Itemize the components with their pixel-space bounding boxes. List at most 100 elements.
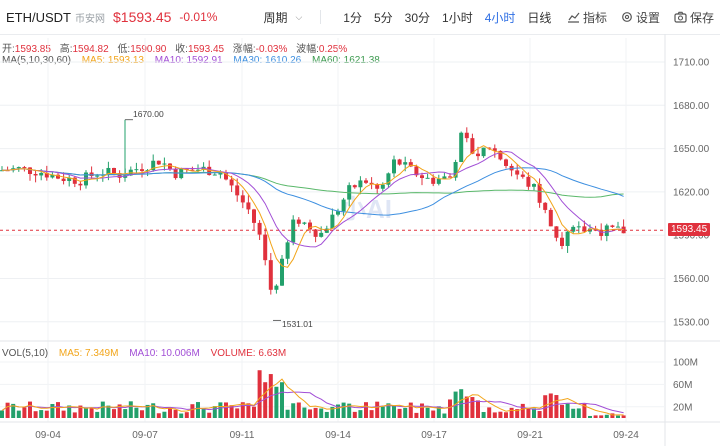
vol-ma10-value: MA10: 10.006M (129, 348, 200, 359)
volume-bar (336, 404, 340, 418)
candle-body (95, 175, 100, 177)
volume-bar (218, 402, 223, 418)
candle-body (520, 174, 525, 177)
volume-bar (67, 405, 72, 418)
volume-bar (397, 408, 402, 418)
volume-bar (274, 386, 279, 418)
volume-bar (39, 410, 44, 418)
candle-body (616, 226, 620, 228)
volume-bar (352, 411, 357, 418)
volume-bar (392, 406, 396, 418)
volume-bar (235, 408, 240, 418)
date-axis-label: 09-21 (517, 430, 543, 441)
volume-bar (565, 403, 570, 418)
candle-body (308, 222, 312, 230)
volume-bar (11, 403, 16, 418)
timeframe-4h[interactable]: 4小时 (484, 10, 516, 25)
volume-bar (89, 408, 94, 418)
save-button[interactable]: 保存 (674, 9, 714, 26)
candle-body (274, 285, 279, 290)
candle-body (196, 169, 200, 171)
volume-bar (599, 415, 604, 418)
ma60-value: MA60: 1621.38 (311, 55, 380, 66)
low-annotation: 1531.01 (282, 319, 313, 329)
period-dropdown[interactable]: 周期 ⌵ (263, 9, 302, 26)
volume-bar (280, 382, 284, 418)
volume-bar (431, 410, 436, 418)
candle-body (408, 162, 413, 167)
candle-body (156, 160, 161, 165)
candle-body (476, 153, 480, 157)
current-price: $1593.45 (113, 9, 172, 25)
candle-body (386, 173, 391, 185)
volume-bar (184, 412, 189, 418)
timeframe-1d[interactable]: 日线 (527, 10, 552, 25)
change-label: 涨幅: (232, 44, 256, 55)
candle-body (380, 184, 385, 189)
candle-body (229, 179, 234, 186)
timeframe-1h[interactable]: 1小时 (442, 10, 473, 25)
volume-bar (560, 404, 564, 418)
symbol-label[interactable]: ETH/USDT (6, 9, 71, 25)
candle-body (207, 166, 212, 176)
candle-body (44, 172, 49, 178)
volume-bar (414, 412, 419, 418)
candle-body (61, 178, 66, 182)
close-value: 1593.45 (187, 44, 225, 55)
price-axis-label: 1620.00 (673, 187, 710, 198)
indicators-button[interactable]: 指标 (567, 9, 607, 26)
candle-body (453, 162, 458, 178)
high-annotation: 1670.00 (133, 109, 164, 119)
volume-bar (610, 413, 615, 418)
ohlc-readout: 开:1593.85 高:1594.82 低:1590.90 收:1593.45 … (2, 40, 353, 55)
timeframe-5m[interactable]: 5分 (373, 10, 393, 25)
volume-bar (252, 406, 256, 418)
volume-bar (582, 403, 587, 418)
date-axis-label: 09-24 (613, 430, 639, 441)
price-axis-label: 1590.00 (673, 231, 710, 242)
volume-bar (313, 407, 318, 418)
candle-body (392, 159, 396, 174)
volume-bar (50, 403, 55, 418)
volume-bar (308, 409, 312, 418)
volume-bar (151, 403, 156, 418)
candle-body (425, 177, 430, 179)
volume-bar (520, 403, 525, 418)
volume-bar (72, 412, 77, 418)
candle-body (22, 167, 27, 169)
ma5-line (1, 145, 624, 268)
vol-title: VOL(5,10) (2, 348, 49, 359)
volume-bar (201, 409, 206, 418)
volume-bar (33, 411, 38, 418)
candle-body (576, 226, 581, 228)
volume-axis-label: 20M (673, 402, 692, 413)
volume-bar (285, 409, 290, 418)
volume-bar (543, 395, 548, 418)
volume-bar (84, 407, 88, 418)
candle-body (358, 180, 363, 188)
price-axis-label: 1680.00 (673, 101, 710, 112)
candle-body (560, 237, 564, 246)
candle-body (67, 177, 72, 182)
candle-body (504, 159, 508, 166)
volume-bar (403, 407, 408, 418)
high-label: 高: (59, 44, 73, 55)
volume-axis-label: 60M (673, 380, 692, 391)
candle-body (431, 177, 436, 184)
volume-bar (576, 408, 581, 418)
settings-button[interactable]: 设置 (621, 9, 660, 26)
volume-bar (263, 382, 268, 418)
period-label: 周期 (263, 10, 288, 25)
candle-body (72, 177, 77, 184)
volume-bar (168, 407, 172, 418)
timeframe-30m[interactable]: 30分 (404, 10, 431, 25)
volume-bar (464, 396, 469, 418)
timeframe-1m[interactable]: 1分 (343, 10, 362, 25)
candle-body (280, 258, 284, 286)
volume-bar (100, 401, 105, 418)
volume-bar (319, 408, 324, 418)
candle-body (140, 169, 144, 171)
gear-icon (622, 12, 632, 22)
volume-bar (537, 411, 542, 418)
